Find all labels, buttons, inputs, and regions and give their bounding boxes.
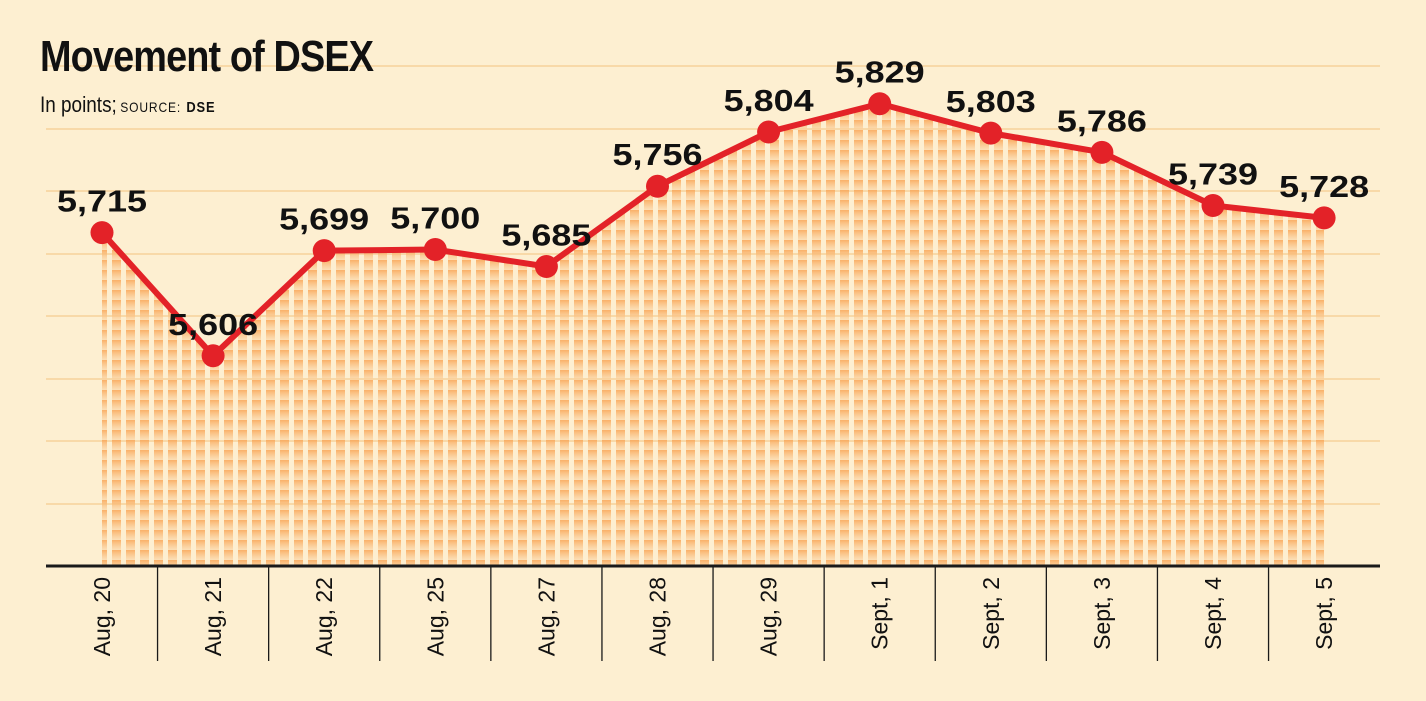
- series-line: [99, 100, 1328, 359]
- x-tick-label: Sept, 5: [1311, 577, 1337, 650]
- data-point: [1090, 140, 1114, 164]
- x-axis: [46, 564, 1380, 661]
- markers: [90, 92, 1336, 368]
- data-point: [1201, 193, 1225, 217]
- data-label: 5,739: [1168, 156, 1258, 191]
- x-tick-label: Aug, 25: [422, 577, 448, 656]
- data-point: [534, 254, 558, 278]
- chart-title: Movement of DSEX: [40, 32, 374, 81]
- x-tick-label: Aug, 21: [200, 577, 226, 656]
- x-tick-label: Sept, 1: [867, 577, 893, 650]
- x-tick-label: Aug, 22: [311, 577, 337, 656]
- series-polyline: [99, 100, 1328, 359]
- data-point: [646, 174, 669, 198]
- data-point: [90, 221, 114, 245]
- data-label: 5,699: [279, 202, 369, 237]
- x-tick-label: Aug, 29: [756, 577, 782, 656]
- data-point: [1312, 206, 1336, 230]
- data-label: 5,715: [57, 184, 147, 219]
- data-label: 5,803: [946, 84, 1036, 119]
- data-label: 5,685: [501, 217, 591, 252]
- data-label: 5,829: [835, 55, 925, 90]
- data-point: [979, 121, 1003, 145]
- source-label: SOURCE:: [120, 99, 182, 115]
- data-point: [868, 92, 892, 116]
- data-label: 5,728: [1279, 169, 1369, 204]
- x-tick-labels: Aug, 20 Aug, 21 Aug, 22 Aug, 25 Aug, 27 Aug, …: [89, 577, 1337, 657]
- data-point: [312, 239, 336, 263]
- source-value: DSE: [186, 99, 216, 116]
- x-tick-label: Sept, 2: [978, 577, 1004, 650]
- x-tick-label: Aug, 20: [89, 577, 115, 656]
- data-label: 5,756: [613, 137, 703, 172]
- data-labels: 5,715 5,606 5,699 5,700 5,685 5,756 5,804 5,829…: [57, 55, 1369, 342]
- data-label: 5,786: [1057, 103, 1147, 138]
- data-label: 5,804: [724, 83, 815, 118]
- chart-subtitle: In points; SOURCE: DSE: [40, 92, 215, 118]
- data-label: 5,700: [390, 201, 480, 236]
- subtitle-prefix: In points;: [40, 92, 117, 117]
- x-tick-label: Sept, 3: [1089, 577, 1115, 650]
- x-tick-label: Aug, 28: [645, 577, 671, 656]
- data-point: [423, 238, 447, 262]
- data-point: [201, 344, 225, 368]
- data-point: [757, 120, 781, 144]
- x-tick-label: Aug, 27: [533, 577, 559, 656]
- data-label: 5,606: [168, 307, 258, 342]
- x-tick-label: Sept, 4: [1200, 577, 1226, 650]
